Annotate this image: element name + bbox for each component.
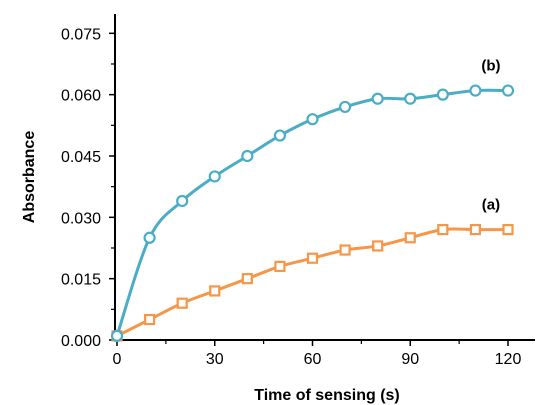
y-tick-label: 0.060 [61, 88, 101, 105]
y-tick-label: 0.045 [61, 149, 101, 166]
series-point-a [241, 273, 253, 285]
x-tick-label: 60 [304, 351, 322, 368]
series-line-a [116, 227, 508, 338]
series-point-b [241, 149, 254, 163]
series-point-a [306, 252, 319, 264]
series-point-a [176, 297, 188, 309]
x-tick-label: 90 [401, 351, 419, 368]
series-point-b [110, 329, 124, 343]
series-point-a [209, 285, 221, 297]
series-point-a [339, 244, 351, 256]
series-point-a [372, 240, 384, 252]
labels: (b) (a) [481, 58, 500, 214]
series-point-a [502, 223, 514, 236]
x-axis-title: Time of sensing (s) [254, 387, 400, 404]
series-point-a [274, 260, 286, 272]
series-layer [110, 84, 515, 343]
x-tick-label: 0 [113, 351, 122, 368]
y-tick-label: 0.030 [61, 210, 101, 227]
series-point-a [469, 223, 482, 236]
series-point-b [208, 170, 221, 183]
y-tick-label: 0.075 [61, 26, 101, 43]
series-point-b [273, 129, 287, 142]
series-point-b [306, 113, 319, 126]
series-point-b [469, 84, 482, 97]
series-point-b [176, 194, 189, 208]
series-point-a [404, 232, 416, 244]
series-point-a [143, 313, 156, 326]
series-label-a: (a) [482, 197, 500, 214]
y-tick-label: 0.015 [61, 272, 101, 289]
series-point-b [371, 92, 384, 105]
series-line-b [115, 88, 509, 337]
series-point-b [338, 100, 352, 114]
x-tick-label: 120 [495, 351, 522, 368]
series-point-b [436, 88, 449, 101]
series-point-b [501, 84, 515, 97]
y-tick-label: 0.000 [61, 333, 101, 350]
series-point-b [404, 92, 417, 105]
series-point-b [143, 231, 156, 244]
x-tick-label: 30 [206, 351, 224, 368]
series-label-b: (b) [481, 58, 500, 75]
axes: 0.000 0.015 0.030 0.045 0.060 0.075 0 30 60 90 120 [61, 14, 535, 368]
y-axis-title: Absorbance [21, 131, 38, 224]
series-point-a [437, 223, 449, 236]
